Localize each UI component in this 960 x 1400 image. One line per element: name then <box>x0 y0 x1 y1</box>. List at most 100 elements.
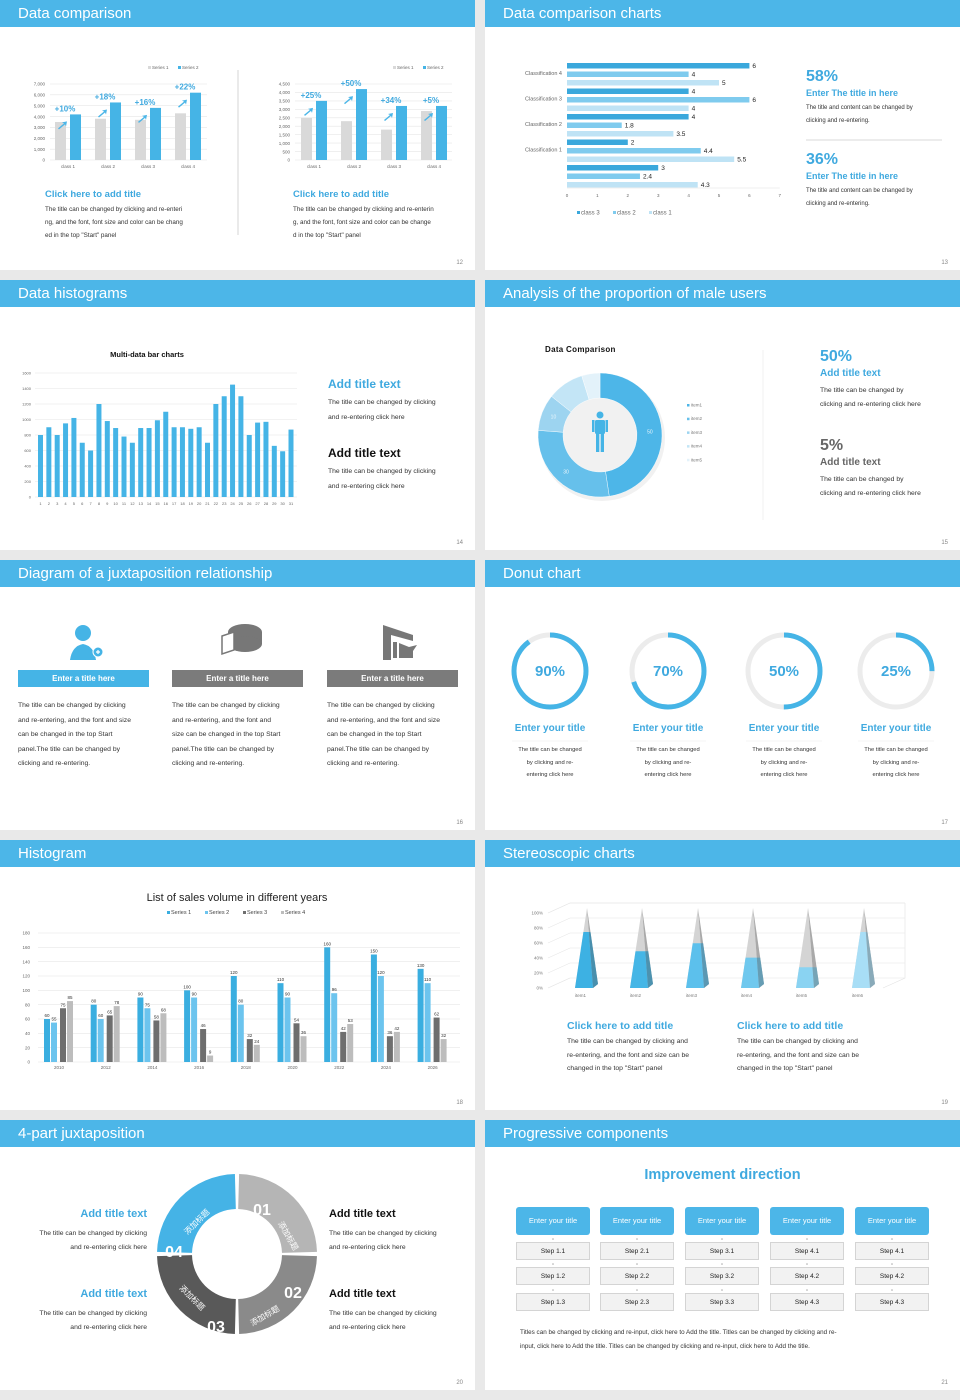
bar <box>238 396 244 497</box>
growth-label: +22% <box>175 83 196 92</box>
category-label: Classification 1 <box>525 148 562 154</box>
legend-label: class 3 <box>581 211 600 217</box>
block-text: ed in the top "Start" panel <box>45 232 117 239</box>
column-title-button[interactable]: Enter a title here <box>18 670 149 687</box>
step-button[interactable]: Step 1.1 <box>516 1242 590 1260</box>
step-button[interactable]: Step 1.2 <box>516 1267 590 1285</box>
growth-label: +5% <box>423 96 439 105</box>
bar <box>277 983 284 1062</box>
arrow-icon <box>98 109 107 118</box>
column-header-button[interactable]: Enter your title <box>600 1207 674 1235</box>
step-button[interactable]: Step 4.2 <box>770 1267 844 1285</box>
bar <box>90 1004 97 1062</box>
step-button[interactable]: Step 4.1 <box>855 1242 929 1260</box>
column-text: The title can be changed by clicking <box>327 702 435 709</box>
y-tick-label: 1,500 <box>279 132 291 137</box>
person-add-icon <box>70 625 104 660</box>
connector-dot <box>636 1289 638 1291</box>
bar <box>113 428 119 497</box>
legend-label: item4 <box>691 444 703 449</box>
bar <box>356 89 367 160</box>
slide-16[interactable]: Diagram of a juxtaposition relationship 1… <box>0 560 475 830</box>
x-tick-label: 2018 <box>241 1065 252 1070</box>
slide-number: 17 <box>941 820 948 826</box>
column-text: and re-entering, and the font and size <box>327 716 440 724</box>
column-header-button[interactable]: Enter your title <box>685 1207 759 1235</box>
arrow-icon <box>304 107 313 116</box>
person-arm <box>592 420 595 432</box>
block-text: The title can be changed by clicking <box>39 1310 147 1317</box>
step-button[interactable]: Step 4.1 <box>770 1242 844 1260</box>
slide-19[interactable]: Stereoscopic charts 0% 20% 40% 60% 80% 100% ite… <box>485 840 960 1110</box>
step-button[interactable]: Step 2.1 <box>600 1242 674 1260</box>
column-title-button[interactable]: Enter a title here <box>172 670 303 687</box>
column-text: The title can be changed by clicking <box>18 702 126 709</box>
bar <box>96 404 102 497</box>
step-button[interactable]: Step 1.3 <box>516 1293 590 1311</box>
step-button[interactable]: Step 3.2 <box>685 1267 759 1285</box>
arrow-icon <box>424 112 433 121</box>
x-tick-label: item6 <box>852 993 864 998</box>
step-button[interactable]: Step 2.3 <box>600 1293 674 1311</box>
x-tick-label: item4 <box>741 993 753 998</box>
slide-12[interactable]: Data comparison 0 1,000 2,000 3,000 4,000 5,00… <box>0 0 475 270</box>
pyramid-fill-side <box>756 957 764 988</box>
y-tick-label: 3,500 <box>279 99 291 104</box>
pie-wedge <box>221 630 235 656</box>
bar <box>567 122 622 128</box>
step-button[interactable]: Step 3.3 <box>685 1293 759 1311</box>
x-tick-label: class 4 <box>427 164 442 169</box>
data-label: 80 <box>91 999 97 1004</box>
column-header-button[interactable]: Enter your title <box>770 1207 844 1235</box>
slide-graphics <box>70 624 417 660</box>
slide-14[interactable]: Data histograms Multi-data bar charts 0 200… <box>0 280 475 550</box>
step-button[interactable]: Step 3.1 <box>685 1242 759 1260</box>
bar <box>221 396 227 497</box>
stat-text: The title and content can be changed by <box>806 105 913 111</box>
column-title-button[interactable]: Enter a title here <box>327 670 458 687</box>
y-tick-label: 0 <box>42 158 45 163</box>
bar <box>386 1036 393 1062</box>
slide-15[interactable]: Analysis of the proportion of male users… <box>485 280 960 550</box>
bar <box>70 114 81 160</box>
data-label: 55 <box>51 1017 57 1022</box>
ring-text: entering click here <box>526 772 574 778</box>
y-tick-label: 0% <box>536 986 543 991</box>
y-tick-label: 120 <box>22 974 30 979</box>
bar <box>113 1006 120 1062</box>
data-label: 4 <box>692 89 696 96</box>
stat-title: Enter The title in here <box>806 88 899 98</box>
bar <box>567 139 628 145</box>
x-tick-label: 11 <box>122 501 127 506</box>
step-button[interactable]: Step 4.3 <box>770 1293 844 1311</box>
x-tick-label: 21 <box>205 501 210 506</box>
bar <box>184 990 191 1062</box>
slide-17[interactable]: Donut chart 90% 70% 50% 25% 17 Enter your titl… <box>485 560 960 830</box>
legend-swatch <box>281 911 284 914</box>
column-header-button[interactable]: Enter your title <box>516 1207 590 1235</box>
step-button[interactable]: Step 4.2 <box>855 1267 929 1285</box>
bar <box>138 428 144 497</box>
bar <box>97 1019 104 1062</box>
step-button[interactable]: Step 4.3 <box>855 1293 929 1311</box>
slide-title: Histogram <box>0 840 475 867</box>
slice-label: 50 <box>647 429 653 435</box>
y-tick-label: 1600 <box>22 371 32 376</box>
bar <box>246 435 252 497</box>
column-text: can be changed in the top Start <box>327 731 422 738</box>
y-tick-label: 40 <box>25 1031 31 1036</box>
bar <box>263 421 269 497</box>
slide-graphics: 0% 20% 40% 60% 80% 100% item1 item2 item3 item4 it… <box>531 902 906 998</box>
slide-20[interactable]: 4-part juxtaposition 添加标题 01 添加标题 02 添加标题 03 添加… <box>0 1120 475 1390</box>
y-tick-label: 3,000 <box>34 125 46 130</box>
x-tick-label: class 1 <box>307 164 322 169</box>
column-header-button[interactable]: Enter your title <box>855 1207 929 1235</box>
step-button[interactable]: Step 2.2 <box>600 1267 674 1285</box>
slide-13[interactable]: Data comparison charts 0 1 2 3 4 5 6 7 Classifica… <box>485 0 960 270</box>
slide-18[interactable]: Histogram List of sales volume in differe… <box>0 840 475 1110</box>
connector-dot <box>721 1238 723 1240</box>
x-tick-label: 2024 <box>381 1065 392 1070</box>
ring-text: by clicking and re- <box>644 759 692 766</box>
slide-21[interactable]: Progressive components 21 Improvement dire… <box>485 1120 960 1390</box>
bar <box>567 114 689 120</box>
